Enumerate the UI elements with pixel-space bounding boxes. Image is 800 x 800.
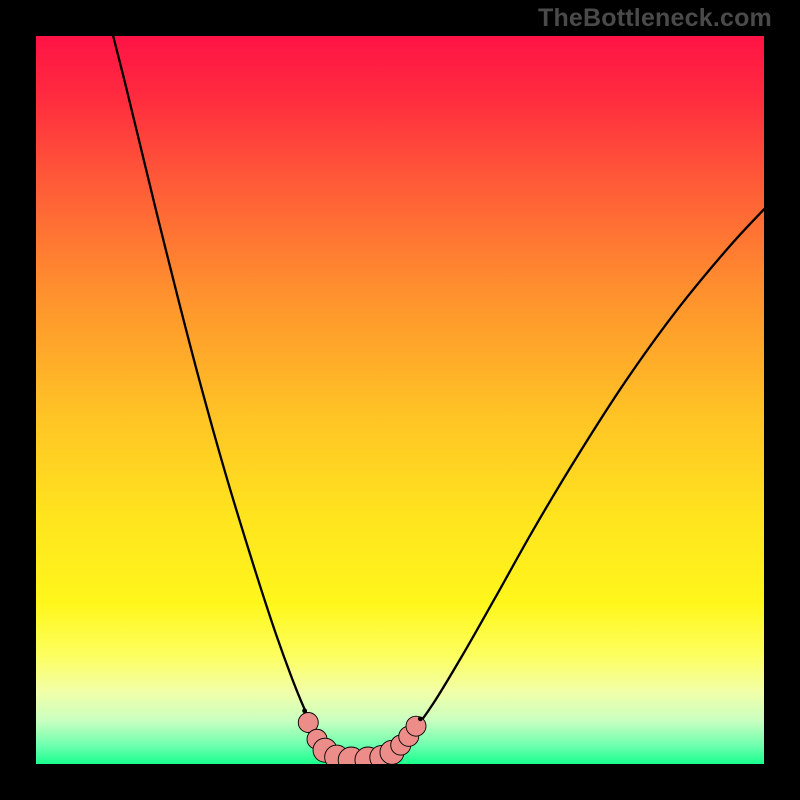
curve-end-dot bbox=[302, 708, 307, 713]
curve-marker bbox=[406, 716, 426, 736]
stage: TheBottleneck.com bbox=[0, 0, 800, 800]
chart-overlay-svg bbox=[36, 36, 764, 764]
bottleneck-curve bbox=[113, 36, 764, 761]
curve-end-dot bbox=[418, 716, 423, 721]
watermark-text: TheBottleneck.com bbox=[538, 4, 772, 33]
plot-area bbox=[36, 36, 764, 764]
